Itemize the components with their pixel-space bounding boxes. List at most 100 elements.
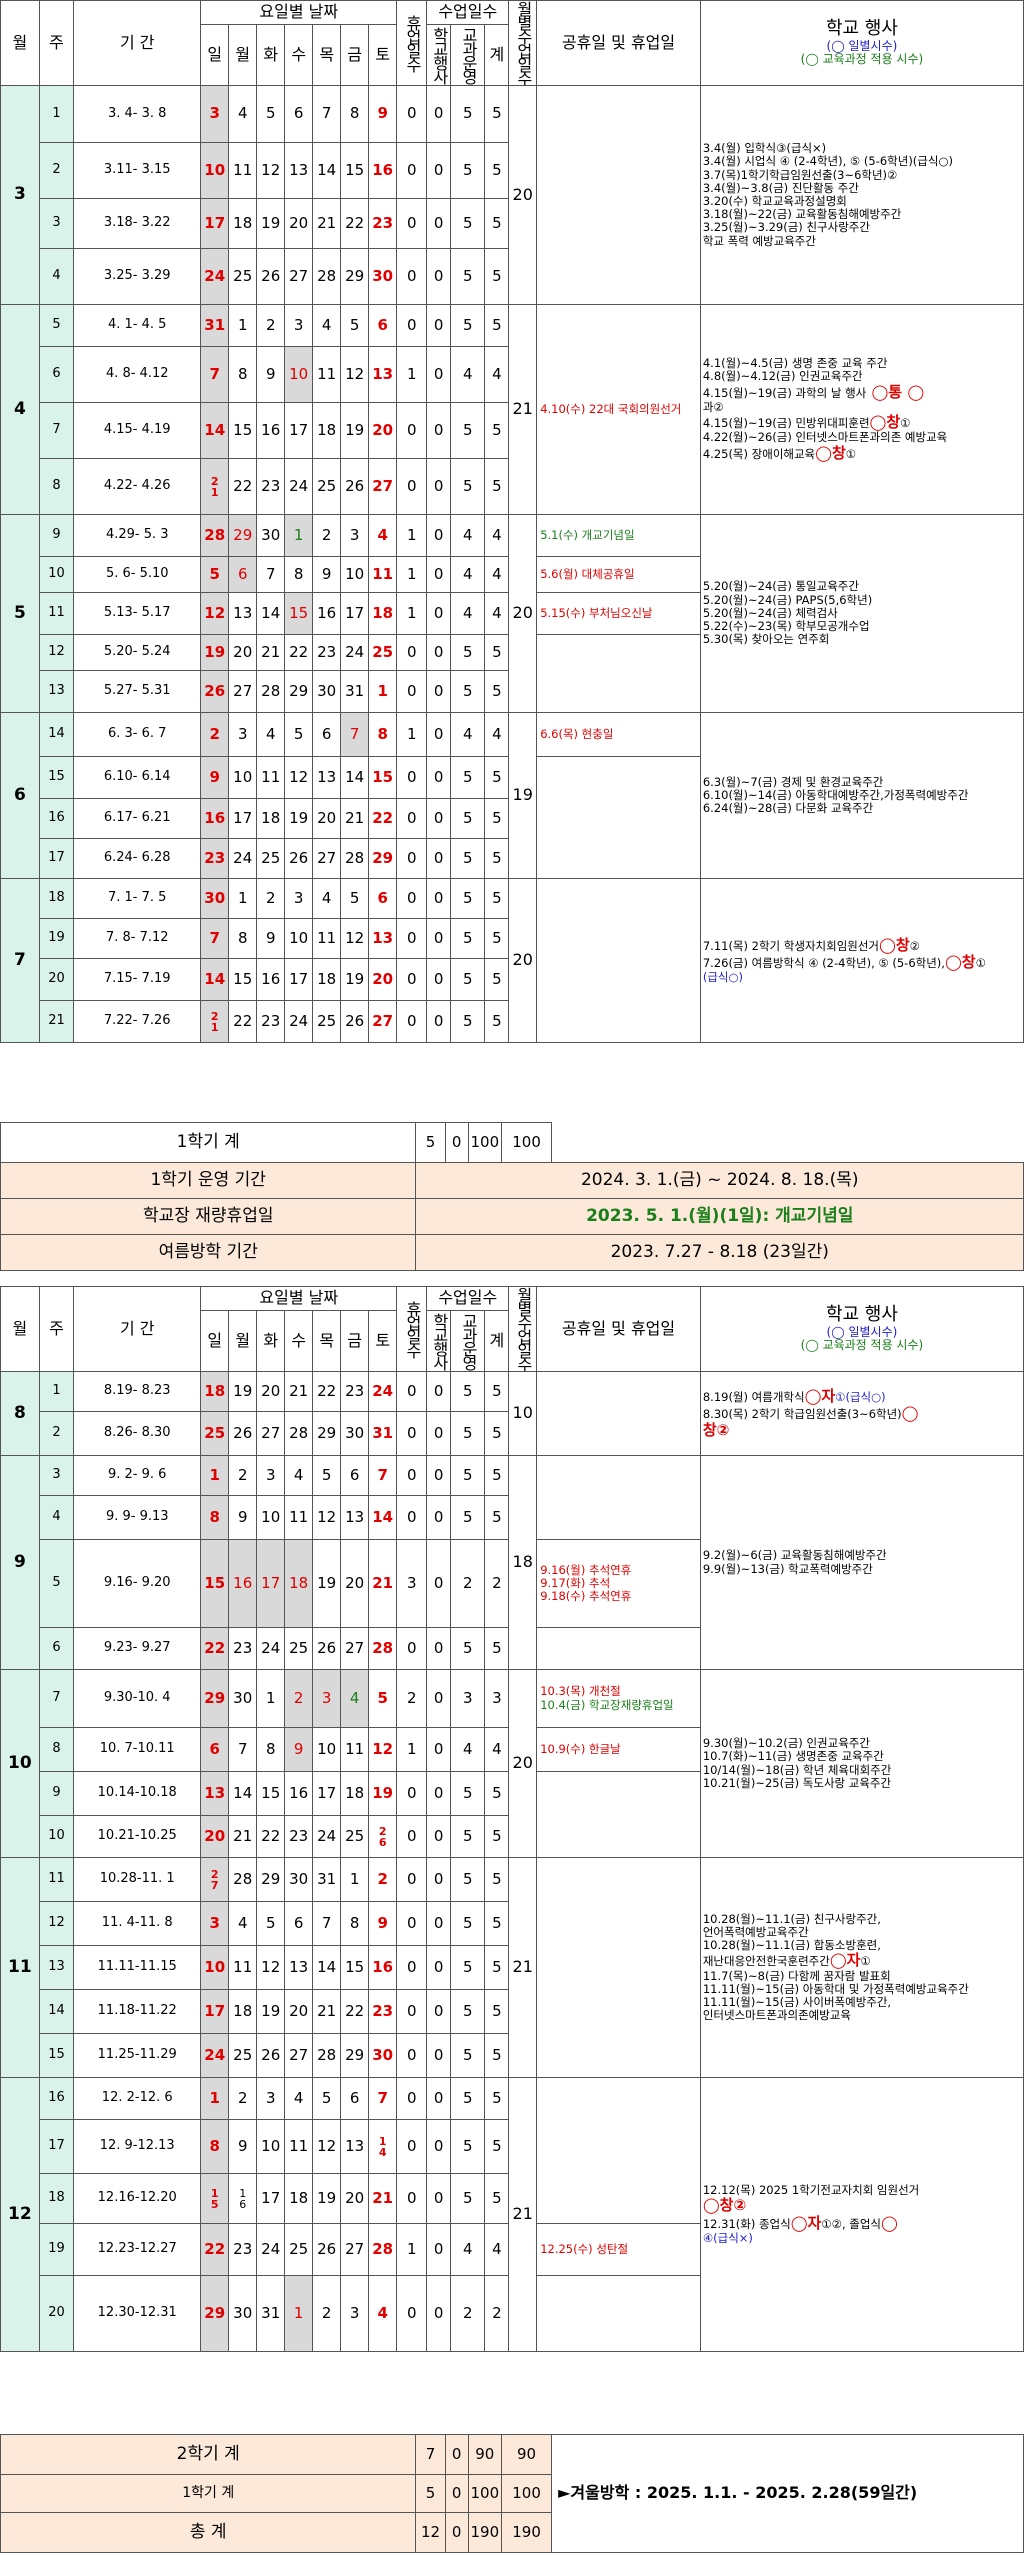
event-days: 0 xyxy=(426,2119,452,2174)
date-cell: 19 xyxy=(340,958,370,1001)
date-cell: 30 xyxy=(284,1857,314,1902)
summary-cell: 2023. 7.27 - 8.18 (23일간) xyxy=(415,1234,1024,1271)
date-cell: 11 xyxy=(256,756,286,799)
date-cell: 27 xyxy=(284,2033,314,2078)
event-fragment: ◯ xyxy=(866,382,889,401)
date-cell: 15 xyxy=(200,1539,230,1628)
curriculum-days: 5 xyxy=(450,458,486,515)
header-day-6: 토 xyxy=(368,24,398,86)
monthly-days: 18 xyxy=(508,1455,538,1670)
sem2-row-6: 6 9.23- 9.27 22 23 24 25 26 27 28 0 0 5 5 xyxy=(1,1627,1024,1670)
date-cell: 12 xyxy=(340,918,370,959)
summary-cell: 0 xyxy=(444,1122,469,1163)
summary-cell: 190 xyxy=(501,2512,553,2553)
event-days: 0 xyxy=(426,1901,452,1946)
event-line: 11.7(목)~8(금) 다함께 꿈자람 발표회 xyxy=(702,1968,891,1983)
event-days: 0 xyxy=(426,458,452,515)
date-cell: 23 xyxy=(368,198,398,249)
date-cell: 21 xyxy=(340,798,370,839)
event-line: 4.1(월)~4.5(금) 생명 존중 교육 주간 xyxy=(702,356,888,371)
date-cell: 6 xyxy=(312,712,342,757)
date-cell: 9 xyxy=(312,556,342,593)
event-days: 0 xyxy=(426,798,452,839)
summary-cell: 90 xyxy=(501,2434,553,2475)
holiday-text: 9.16(월) 추석연휴 xyxy=(540,1562,632,1577)
curriculum-days: 4 xyxy=(450,712,486,757)
date-cell: 10 xyxy=(228,756,258,799)
event-days: 0 xyxy=(426,1669,452,1728)
date-cell: 1 xyxy=(284,2275,314,2352)
sem1-row-15: 15 6.10- 6.14 9 10 11 12 13 14 15 0 0 5 5 xyxy=(1,756,1024,879)
event-fragment: ◯ xyxy=(881,2213,898,2232)
date-cell: 30 xyxy=(312,670,342,713)
date-cell: 21 xyxy=(256,634,286,671)
date-cell: 9 xyxy=(228,1495,258,1540)
month-cell: 5 xyxy=(0,514,40,713)
event-fragment: ① xyxy=(845,446,857,461)
week-number: 2 xyxy=(38,142,75,199)
date-cell: 1 xyxy=(256,1669,286,1728)
event-fragment: ◯ xyxy=(829,1951,847,1970)
date-cell: 18 xyxy=(284,1539,314,1628)
date-cell: 29 xyxy=(256,1857,286,1902)
week-period: 4.15- 4.19 xyxy=(73,402,202,459)
date-cell: 27 xyxy=(256,1411,286,1456)
week-number: 19 xyxy=(38,918,75,959)
header-daily-dates: 요일별 날짜 xyxy=(200,1286,398,1311)
date-cell: 22 xyxy=(284,634,314,671)
holiday-days: 0 xyxy=(396,634,428,671)
sem2-header-events: 학교 행사 (◯ 일별시수) (◯ 교육과정 적용 시수) xyxy=(699,1286,1025,1372)
date-cell: 28 xyxy=(368,1627,398,1670)
holiday-cell xyxy=(536,2275,701,2352)
date-cell: 16 xyxy=(284,1771,314,1816)
header-week: 주 xyxy=(38,0,75,86)
total-days: 5 xyxy=(484,634,510,671)
header-events-sub2: (◯ 교육과정 적용 시수) xyxy=(800,52,924,67)
total-days: 2 xyxy=(484,1539,510,1628)
event-line: 4.15(월)~19(금) 과학의 날 행사 ◯통 ◯ xyxy=(703,382,1023,401)
date-cell: 25 xyxy=(228,2033,258,2078)
date-cell: 31 xyxy=(368,1411,398,1456)
date-cell: 15 xyxy=(228,402,258,459)
curriculum-days: 5 xyxy=(450,402,486,459)
week-number: 15 xyxy=(38,756,75,799)
month-cell: 7 xyxy=(0,878,40,1043)
sem1-header-row2: 일 월 화 수 목 금 토 학교행사 교과운영 계 xyxy=(1,24,1024,86)
date-cell: 20 xyxy=(368,958,398,1001)
sem2-row-20: 20 12.30-12.31 29 30 31 1 2 3 4 0 0 2 2 xyxy=(1,2275,1024,2352)
total-days: 4 xyxy=(484,514,510,557)
holiday-cell xyxy=(536,1371,701,1456)
curriculum-days: 4 xyxy=(450,556,486,593)
date-cell: 27 xyxy=(312,838,342,879)
week-number: 3 xyxy=(38,198,75,249)
week-period: 9.23- 9.27 xyxy=(73,1627,202,1670)
total-days: 4 xyxy=(484,712,510,757)
event-fragment: ◯ xyxy=(869,413,887,432)
date-cell: 6 xyxy=(340,2077,370,2120)
holiday-cell: 5.1(수) 개교기념일 xyxy=(536,514,701,557)
header-events-sub2: (◯ 교육과정 적용 시수) xyxy=(800,1338,924,1353)
holiday-cell: 10.9(수) 한글날 xyxy=(536,1727,701,1772)
week-number: 11 xyxy=(38,592,75,635)
sem2-row-1: 8 1 8.19- 8.23 18 19 20 21 22 23 24 0 0 5 5 10 8.19(월) … xyxy=(0,1371,1025,1456)
holiday-cell: 6.6(목) 현충일 xyxy=(536,712,701,757)
date-cell: 1 4 xyxy=(368,2119,398,2174)
event-line: 인터넷스마트폰과의존예방교육 xyxy=(702,2008,851,2023)
date-cell: 20 xyxy=(340,2173,370,2224)
total-days: 4 xyxy=(484,556,510,593)
header-holidays: 공휴일 및 휴업일 xyxy=(536,1286,701,1372)
event-days: 0 xyxy=(426,1771,452,1816)
event-days: 0 xyxy=(426,1000,452,1043)
header-month: 월 xyxy=(0,0,40,86)
date-cell: 16 xyxy=(368,1945,398,1990)
date-cell: 6 xyxy=(284,1901,314,1946)
date-cell: 12 xyxy=(200,592,230,635)
summary-cell: 5 xyxy=(415,2474,446,2513)
header-day-3: 수 xyxy=(284,24,314,86)
